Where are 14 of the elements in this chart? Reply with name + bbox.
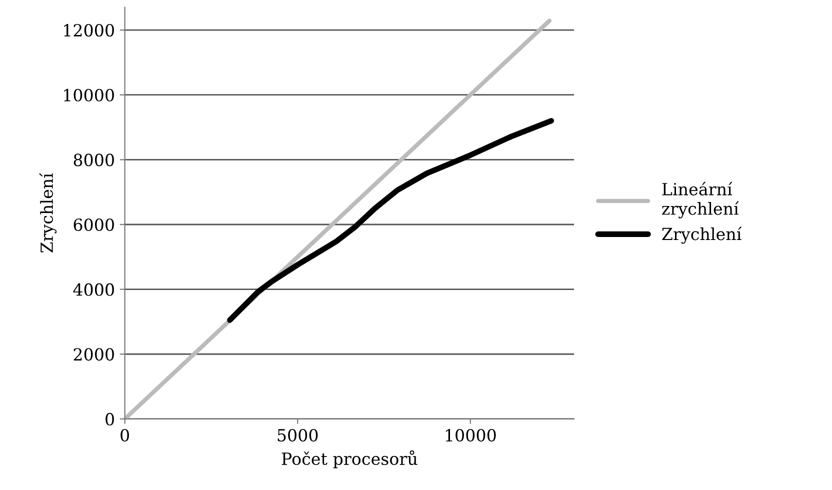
y-tick-label: 10000 xyxy=(64,88,114,102)
x-tick-label: 5000 xyxy=(278,428,318,442)
y-tick-label: 0 xyxy=(106,412,114,426)
y-tick-label: 6000 xyxy=(74,218,114,232)
y-tick-label: 2000 xyxy=(74,348,114,361)
x-axis-title: Počet procesorů xyxy=(282,450,418,468)
legend-label: Lineární zrychlení xyxy=(662,182,739,218)
y-tick-label: 12000 xyxy=(64,24,114,37)
x-tick-label: 10000 xyxy=(446,428,496,442)
legend-label: Zrychlení xyxy=(662,226,742,244)
x-tick-label: 0 xyxy=(120,428,129,442)
y-tick-label: 4000 xyxy=(73,283,114,296)
y-tick-label: 8000 xyxy=(74,154,114,166)
y-axis-title: Zrychlení xyxy=(39,172,56,253)
